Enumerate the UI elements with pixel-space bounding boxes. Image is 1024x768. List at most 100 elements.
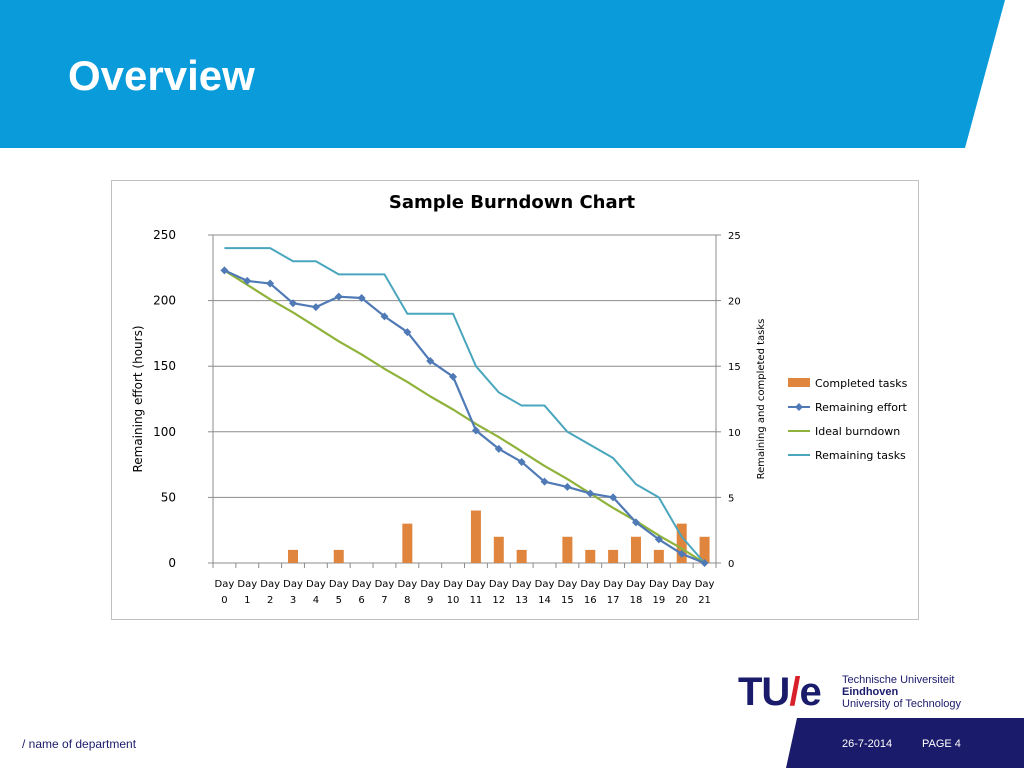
footer-page-number: PAGE 4 [922,738,961,750]
x-axis-tick-label-line1: Day [329,579,349,590]
logo-mark-right: e [799,670,821,714]
x-axis-tick-label-line1: Day [283,579,303,590]
x-axis-tick-label-line2: 7 [381,595,387,606]
header-band [0,0,1005,148]
x-axis-tick-label-line1: Day [260,579,280,590]
point-remaining-effort [563,482,572,491]
legend-label-completed-tasks: Completed tasks [815,377,908,390]
x-axis-tick-label-line1: Day [535,579,555,590]
logo-mark-slash: / [789,670,800,714]
x-axis-tick-label-line2: 4 [313,595,319,606]
bar-completed-tasks [653,549,664,563]
y2-axis-tick-label: 0 [728,559,734,570]
y2-axis-tick-label: 5 [728,493,734,504]
footer-date: 26-7-2014 [842,738,893,750]
point-remaining-effort [700,559,709,567]
legend-label-ideal-burndown: Ideal burndown [815,425,900,438]
point-remaining-effort [609,493,618,502]
x-axis-tick-label-line2: 0 [221,595,227,606]
header-band-shape [0,0,1005,148]
point-remaining-effort [380,312,389,321]
x-axis-tick-label-line1: Day [306,579,326,590]
bar-completed-tasks [699,536,710,563]
y-axis-tick-label: 0 [168,556,176,570]
point-remaining-effort [334,292,343,301]
x-axis-tick-label-line1: Day [512,579,532,590]
tue-logo-mark: TU/e [738,670,822,715]
point-remaining-effort [654,535,663,544]
x-axis-tick-label-line1: Day [420,579,440,590]
y-axis-tick-label: 150 [153,359,176,373]
line-ideal-burndown [223,269,706,564]
point-remaining-effort [266,279,275,288]
x-axis-tick-label-line1: Day [443,579,463,590]
bar-completed-tasks [630,536,641,563]
x-axis-tick-label-line2: 17 [607,595,620,606]
bar-completed-tasks [470,510,481,563]
x-axis-tick-label-line1: Day [375,579,395,590]
y2-axis-tick-label: 25 [728,231,741,242]
x-axis-tick-label-line1: Day [695,579,715,590]
y-axis-tick-label: 50 [161,490,176,504]
bar-completed-tasks [608,549,619,563]
point-remaining-effort [631,518,640,527]
x-axis-tick-label-line1: Day [626,579,646,590]
legend-marker-remaining-effort [795,403,803,411]
point-remaining-effort [677,549,686,558]
logo-line-1: Technische Universiteit [842,674,955,686]
point-remaining-effort [357,293,366,302]
x-axis-tick-label-line2: 5 [336,595,342,606]
bar-completed-tasks [585,549,596,563]
x-axis-tick-label-line2: 19 [652,595,665,606]
point-remaining-effort [243,276,252,285]
x-axis-tick-label-line2: 1 [244,595,250,606]
x-axis-tick-label-line2: 6 [358,595,364,606]
y-axis-tick-label: 100 [153,425,176,439]
x-axis-tick-label-line2: 18 [630,595,643,606]
bar-completed-tasks [516,549,527,563]
x-axis-tick-label-line1: Day [215,579,235,590]
x-axis-tick-label-line1: Day [237,579,257,590]
legend-label-remaining-tasks: Remaining tasks [815,449,906,462]
logo-line-3: University of Technology [842,698,962,710]
x-axis-tick-label-line2: 11 [470,595,483,606]
bar-completed-tasks [288,549,299,563]
x-axis-tick-label-line2: 3 [290,595,296,606]
point-remaining-effort [517,457,526,466]
point-remaining-effort [586,489,595,498]
point-remaining-effort [289,299,298,308]
point-remaining-effort [449,372,458,381]
x-axis-tick-label-line2: 20 [675,595,688,606]
y2-axis-title: Remaining and completed tasks [756,319,767,480]
point-remaining-effort [311,303,320,312]
y-axis-tick-label: 250 [153,228,176,242]
bar-completed-tasks [402,523,413,563]
x-axis-tick-label-line1: Day [649,579,669,590]
tue-logo-text: Technische Universiteit Eindhoven Univer… [842,674,961,710]
point-remaining-effort [403,328,412,337]
y2-axis-tick-label: 15 [728,362,741,373]
x-axis-tick-label-line1: Day [558,579,578,590]
x-axis-tick-label-line2: 9 [427,595,433,606]
x-axis-tick-label-line1: Day [672,579,692,590]
bar-completed-tasks [562,536,573,563]
x-axis-tick-label-line2: 21 [698,595,711,606]
x-axis-tick-label-line1: Day [603,579,623,590]
line-remaining-tasks [224,247,706,564]
chart-frame [111,180,919,620]
x-axis-tick-label-line1: Day [489,579,509,590]
y2-axis-tick-label: 20 [728,297,741,308]
point-remaining-effort [426,356,435,365]
chart-title: Sample Burndown Chart [388,192,636,213]
slide-title: Overview [68,52,255,99]
footer-department: / name of department [22,737,137,751]
x-axis-tick-label-line2: 15 [561,595,574,606]
legend-swatch-completed-tasks [788,378,810,387]
line-remaining-effort [223,269,705,565]
x-axis-tick-label-line2: 12 [492,595,505,606]
bar-completed-tasks [493,536,504,563]
x-axis-tick-label-line2: 10 [447,595,460,606]
x-axis-tick-label-line2: 2 [267,595,273,606]
x-axis-tick-label-line2: 13 [515,595,528,606]
